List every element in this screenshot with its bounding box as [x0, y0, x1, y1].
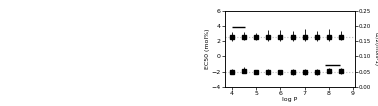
- X-axis label: log P: log P: [282, 98, 298, 103]
- Y-axis label: EC50 (mol%): EC50 (mol%): [205, 29, 210, 69]
- Y-axis label: t1/2(mols-1): t1/2(mols-1): [374, 32, 378, 66]
